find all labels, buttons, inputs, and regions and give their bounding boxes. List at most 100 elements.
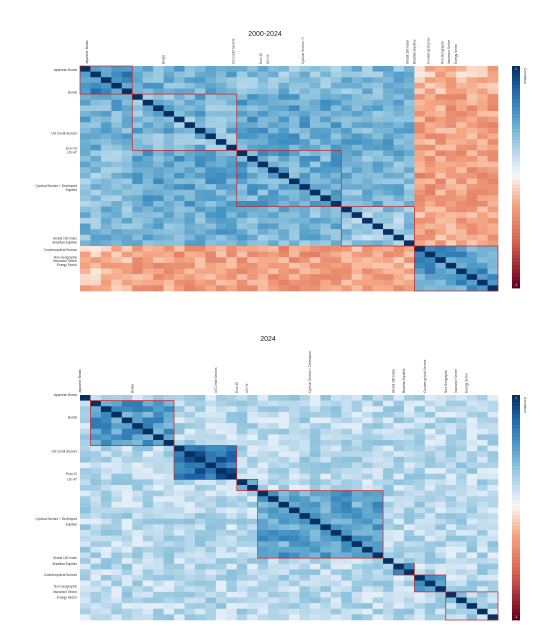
heatmap-cell	[236, 558, 248, 565]
heatmap-cell	[215, 111, 227, 117]
heatmap-cell	[257, 262, 269, 269]
heatmap-cell	[174, 105, 185, 112]
heatmap-cell	[445, 434, 457, 441]
heatmap-cell	[309, 82, 321, 89]
heatmap-cell	[257, 212, 269, 219]
heatmap-cell	[100, 597, 112, 604]
heatmap-cell	[184, 156, 196, 162]
column-label: Energy Sector	[465, 372, 469, 393]
heatmap-cell	[466, 586, 478, 593]
heatmap-cell	[372, 524, 384, 531]
heatmap-cell	[289, 195, 300, 202]
heatmap-cell	[372, 608, 384, 615]
heatmap-cell	[247, 116, 258, 123]
heatmap-cell	[90, 462, 102, 469]
column-label: US Credit Sectors	[214, 367, 218, 393]
heatmap-cell	[226, 195, 238, 202]
row-label: Non Geographic	[54, 584, 78, 588]
heatmap-cell	[163, 246, 175, 252]
heatmap-cell	[268, 82, 279, 89]
heatmap-cell	[487, 122, 499, 129]
heatmap-cell	[477, 591, 488, 598]
heatmap-cell	[320, 575, 332, 581]
heatmap-cell	[351, 274, 363, 281]
heatmap-cell	[278, 229, 290, 236]
heatmap-cell	[80, 150, 91, 157]
heatmap-cell	[194, 144, 206, 151]
heatmap-cell	[435, 167, 447, 174]
heatmap-cell	[174, 406, 185, 413]
heatmap-cell	[320, 139, 332, 146]
heatmap-cell	[403, 513, 415, 520]
heatmap-cell	[424, 189, 436, 196]
colorbar-step	[512, 225, 520, 230]
heatmap-cell	[435, 217, 447, 224]
heatmap-cell	[80, 485, 91, 491]
heatmap-cell	[163, 530, 175, 536]
heatmap-cell	[80, 586, 91, 593]
heatmap-cell	[236, 99, 248, 106]
heatmap-cell	[351, 490, 363, 497]
heatmap-cell	[372, 462, 384, 469]
colorbar-step	[512, 236, 520, 241]
heatmap-cell	[257, 82, 269, 89]
heatmap-cell	[174, 518, 185, 525]
heatmap-cell	[247, 195, 258, 202]
heatmap-cell	[351, 501, 363, 508]
heatmap-cell	[257, 490, 269, 497]
heatmap-cell	[278, 580, 290, 587]
heatmap-cell	[205, 212, 217, 219]
heatmap-cell	[309, 99, 321, 106]
heatmap-cell	[142, 423, 154, 430]
heatmap-cell	[215, 451, 227, 458]
heatmap-cell	[268, 172, 279, 179]
heatmap-cell	[320, 217, 332, 224]
heatmap-cell	[435, 434, 447, 441]
heatmap-cell	[299, 603, 311, 610]
heatmap-cell	[341, 546, 352, 553]
heatmap-cell	[403, 479, 415, 486]
heatmap-cell	[236, 212, 248, 219]
heatmap-cell	[132, 212, 143, 219]
heatmap-cell	[121, 586, 133, 593]
heatmap-cell	[236, 597, 248, 604]
heatmap-cell	[111, 395, 123, 401]
heatmap-cell	[487, 268, 499, 275]
heatmap-cell	[163, 133, 175, 140]
heatmap-cell	[393, 105, 405, 112]
heatmap-cell	[393, 423, 405, 430]
heatmap-cell	[414, 167, 426, 174]
heatmap-cell	[330, 513, 342, 520]
heatmap-cell	[268, 507, 279, 514]
heatmap-cell	[132, 111, 143, 117]
heatmap-cell	[372, 279, 384, 286]
heatmap-cell	[278, 279, 290, 286]
heatmap-cell	[247, 229, 258, 236]
colorbar-step	[512, 481, 520, 486]
colorbar-step	[512, 66, 520, 71]
heatmap-cell	[278, 206, 290, 213]
heatmap-cell	[278, 139, 290, 146]
heatmap-cell	[445, 172, 457, 179]
heatmap-cell	[257, 172, 269, 179]
heatmap-cell	[121, 122, 133, 129]
heatmap-cell	[132, 285, 143, 292]
heatmap-cell	[226, 563, 238, 570]
cluster-outline	[257, 490, 384, 559]
heatmap-cell	[330, 490, 342, 497]
heatmap-cell	[372, 468, 384, 475]
heatmap-cell	[163, 569, 175, 576]
heatmap-cell	[100, 262, 112, 269]
heatmap-cell	[90, 127, 102, 134]
heatmap-cell	[362, 262, 373, 269]
heatmap-cell	[247, 139, 258, 146]
heatmap-cell	[278, 485, 290, 491]
heatmap-cell	[174, 473, 185, 480]
heatmap-cell	[111, 99, 123, 106]
heatmap-cell	[174, 445, 185, 452]
heatmap-cell	[247, 257, 258, 264]
heatmap-cell	[90, 94, 102, 101]
heatmap-cell	[372, 139, 384, 146]
heatmap-cell	[194, 501, 206, 508]
